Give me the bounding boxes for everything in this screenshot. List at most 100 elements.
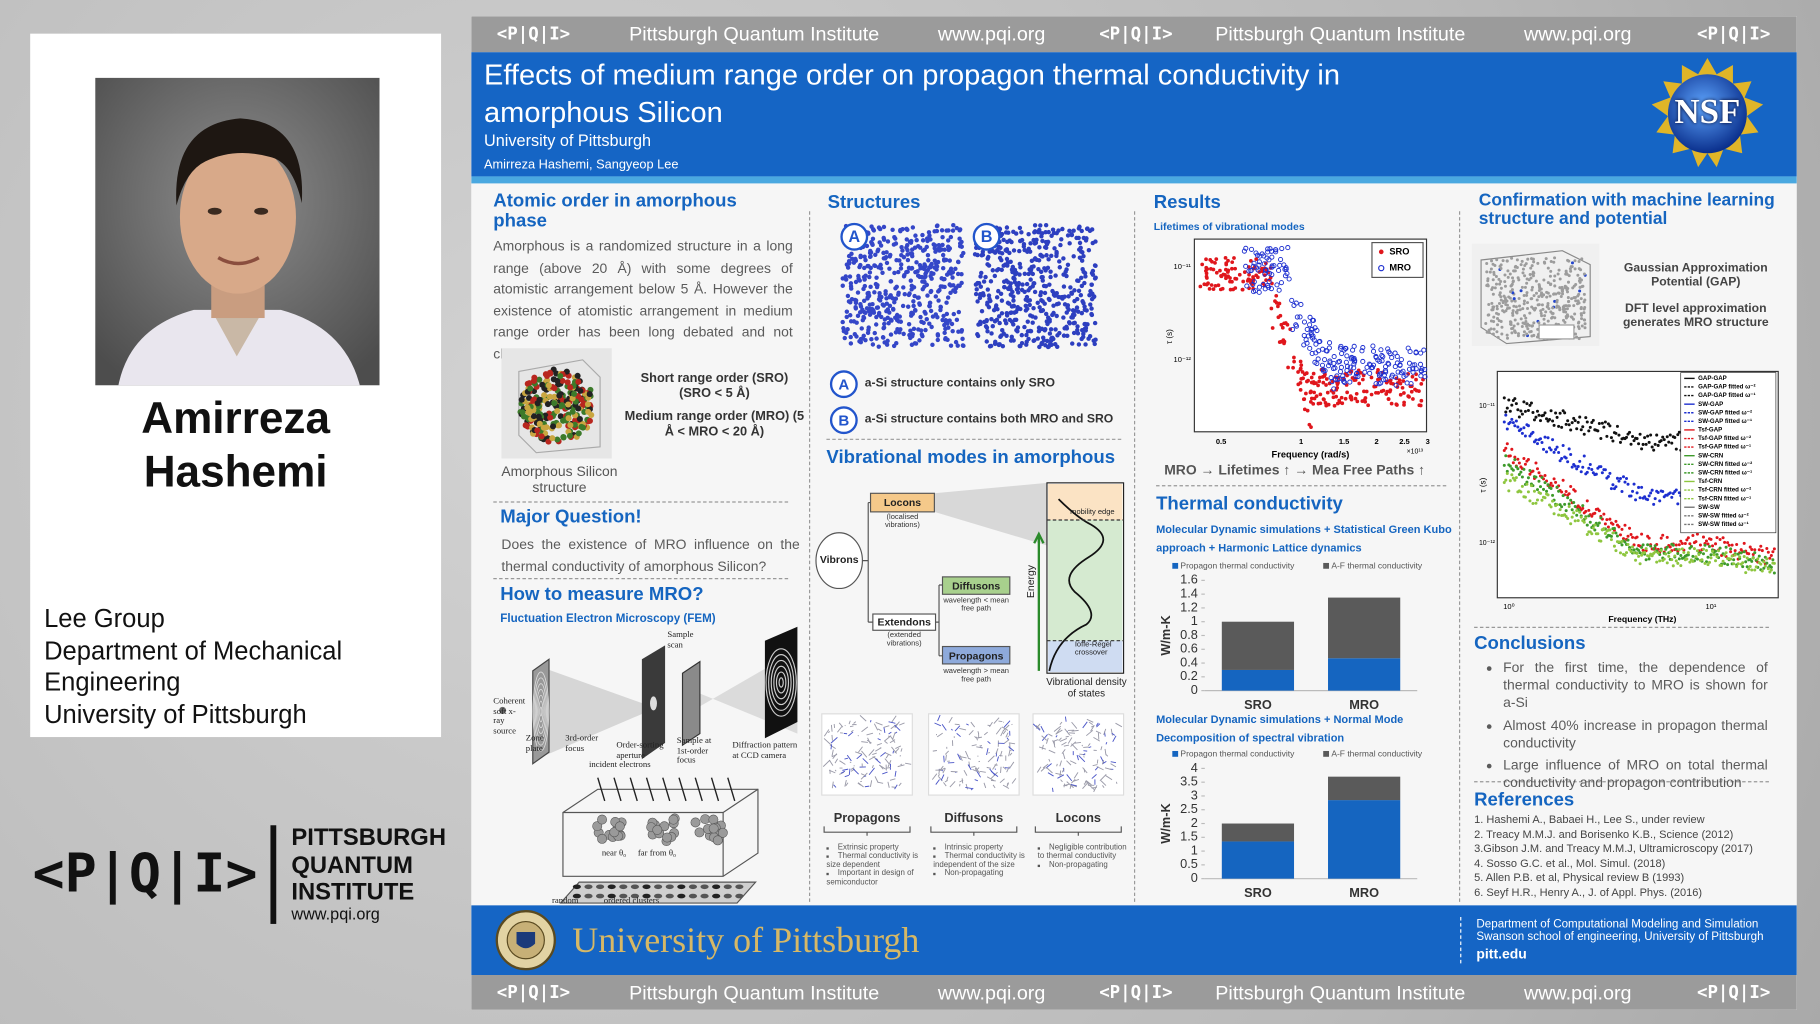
banner-url: www.pqi.org xyxy=(937,23,1046,46)
lifetime-point xyxy=(1555,485,1559,489)
atom xyxy=(1069,290,1074,296)
bond xyxy=(1040,767,1046,772)
atom xyxy=(614,821,625,832)
ring xyxy=(775,671,787,694)
atom xyxy=(550,423,557,430)
lifetime-point xyxy=(1575,513,1579,517)
atom xyxy=(859,326,864,331)
sro-point xyxy=(1205,276,1209,280)
atom xyxy=(913,233,918,238)
mro-point xyxy=(1393,382,1399,388)
bar-chart: Propagon thermal conductivity A-F thermal… xyxy=(1158,561,1423,712)
atom xyxy=(1018,265,1023,270)
bond xyxy=(1070,741,1077,747)
lifetime-point xyxy=(1674,488,1678,492)
bond xyxy=(971,744,977,747)
lifetime-point xyxy=(1578,459,1582,463)
lifetime-point xyxy=(1528,499,1532,503)
lifetime-point xyxy=(1588,425,1592,429)
sro-point xyxy=(1298,366,1303,371)
bond xyxy=(1055,729,1063,735)
bond xyxy=(1096,723,1101,728)
bracket xyxy=(823,826,911,836)
column-separator xyxy=(1459,211,1461,902)
lifetime-point xyxy=(1528,403,1532,407)
lifetime-point xyxy=(1608,517,1612,521)
figure-label: Coherent soft x-ray source xyxy=(493,695,526,736)
bond xyxy=(1006,737,1009,741)
x-tick-label: 1.5 xyxy=(1339,437,1349,446)
atom xyxy=(990,324,995,329)
atom xyxy=(1079,258,1085,263)
lifetime-point xyxy=(1567,502,1571,506)
sro-point xyxy=(1260,266,1264,271)
atom xyxy=(1019,332,1025,338)
lifetime-point xyxy=(1695,532,1699,536)
legend-label: MRO xyxy=(1389,263,1411,273)
atom xyxy=(1061,256,1066,261)
lifetime-point xyxy=(1692,547,1696,551)
lifetime-point xyxy=(1714,542,1718,546)
lifetime-point xyxy=(1766,567,1770,571)
bond xyxy=(870,720,872,723)
atom xyxy=(1001,263,1006,268)
atom xyxy=(1089,311,1094,317)
bond xyxy=(850,729,854,733)
finding: MRO → Lifetimes ↑ → Mea Free Paths ↑ xyxy=(1164,461,1426,479)
section-title: Major Question! xyxy=(500,507,642,527)
atom xyxy=(1518,308,1522,312)
bond xyxy=(828,769,836,774)
bond xyxy=(888,735,891,738)
atom xyxy=(935,332,941,337)
bond xyxy=(1060,779,1063,783)
mro-point xyxy=(1418,373,1424,379)
section-separator xyxy=(493,501,789,503)
atom xyxy=(959,280,964,286)
figure-label: random xyxy=(551,894,579,906)
mro-point xyxy=(1327,358,1333,364)
lifetime-point xyxy=(1742,550,1746,554)
sro-point xyxy=(1301,397,1306,402)
lifetime-point xyxy=(1546,436,1550,440)
lifetime-point xyxy=(1543,411,1547,415)
atom xyxy=(1513,330,1517,334)
mro-point xyxy=(1421,347,1427,353)
atom xyxy=(1009,319,1015,325)
mro-point xyxy=(1359,348,1365,354)
atom xyxy=(1577,337,1581,341)
lifetime-point xyxy=(1644,442,1648,446)
atom xyxy=(1529,329,1533,333)
sro-point xyxy=(1362,389,1366,394)
atom xyxy=(954,317,960,323)
lifetime-point xyxy=(1724,545,1728,549)
spot xyxy=(596,893,605,899)
atom xyxy=(1500,325,1504,329)
atom xyxy=(920,232,925,238)
sro-point xyxy=(1281,338,1286,343)
lifetime-point xyxy=(1534,438,1538,442)
atom xyxy=(1499,319,1503,323)
bond xyxy=(866,732,874,736)
mode-name: Locons xyxy=(1055,811,1102,826)
atom xyxy=(586,417,593,424)
pqi-wordmark: PITTSBURGH xyxy=(291,824,447,851)
atom xyxy=(1002,284,1007,290)
atom xyxy=(1567,274,1571,278)
atom xyxy=(1087,334,1093,339)
lifetime-point xyxy=(1730,543,1734,547)
bond xyxy=(1002,784,1010,789)
atom xyxy=(996,288,1001,294)
atom xyxy=(847,274,853,279)
bond xyxy=(976,770,982,778)
atom xyxy=(1521,267,1525,271)
bracket-line xyxy=(823,826,911,836)
atom xyxy=(900,248,905,253)
lifetime-point xyxy=(1563,502,1567,506)
atom xyxy=(944,300,949,305)
sro-point xyxy=(1324,403,1329,408)
banner-logo: <P|Q|I> xyxy=(1696,23,1771,45)
lifetime-point xyxy=(1514,476,1518,480)
face xyxy=(179,140,296,294)
mro-point xyxy=(1340,373,1346,379)
